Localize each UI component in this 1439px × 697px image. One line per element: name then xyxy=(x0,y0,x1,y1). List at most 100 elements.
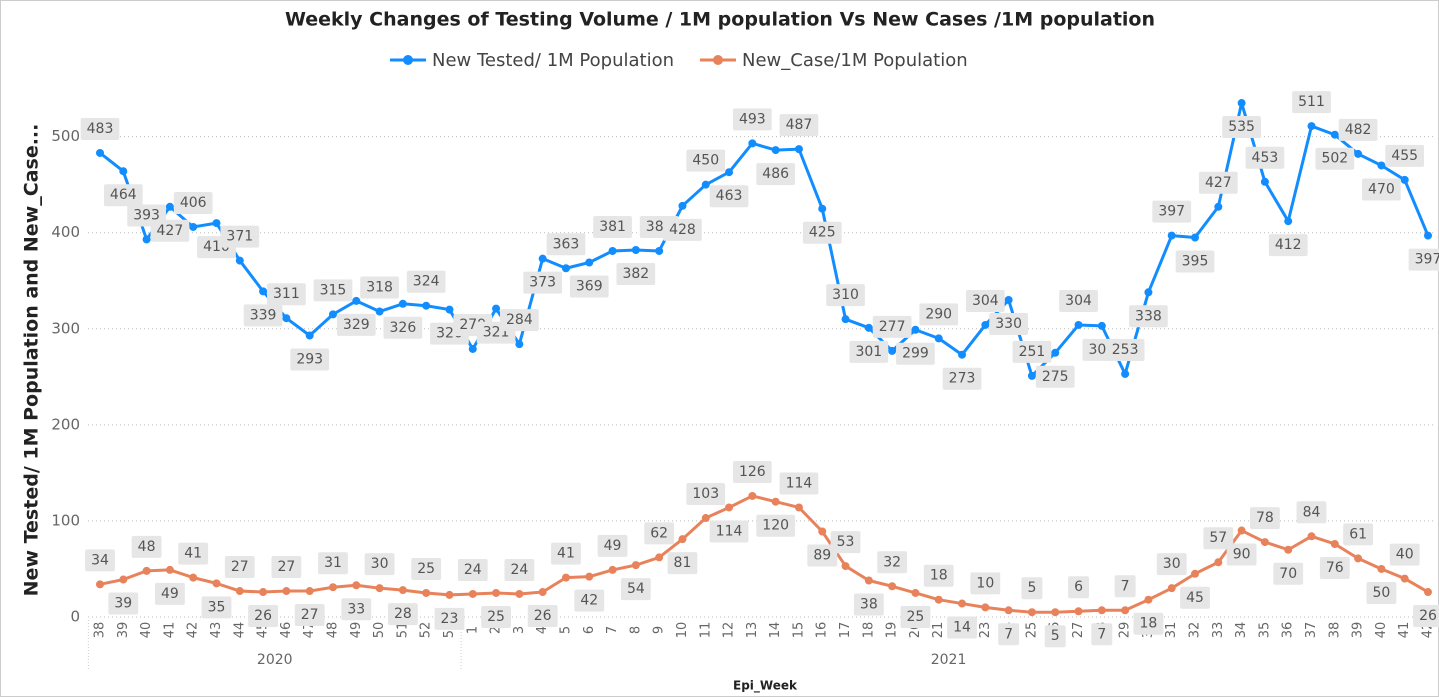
data-point xyxy=(492,304,501,313)
data-label-text: 5 xyxy=(1051,628,1060,644)
data-label: 304 xyxy=(965,289,1005,312)
data-label-text: 50 xyxy=(1372,585,1390,601)
data-point xyxy=(934,595,943,604)
data-label-bg xyxy=(1296,501,1327,524)
data-label: 293 xyxy=(290,348,330,371)
x-tick-label: 27 xyxy=(1071,622,1086,639)
data-point xyxy=(771,146,780,155)
data-label: 371 xyxy=(220,225,260,248)
data-label-bg xyxy=(644,522,675,545)
data-label-bg xyxy=(80,117,120,140)
data-point xyxy=(1051,348,1060,357)
data-point xyxy=(1424,231,1432,240)
data-label-bg xyxy=(872,315,912,338)
data-label-bg xyxy=(271,556,302,579)
data-label: 90 xyxy=(1226,543,1257,566)
data-point xyxy=(1260,538,1269,547)
data-label-text: 7 xyxy=(1121,578,1130,594)
data-label: 35 xyxy=(201,596,232,619)
data-label: 32 xyxy=(877,551,908,574)
data-label-text: 427 xyxy=(1205,175,1232,191)
data-label: 482 xyxy=(1338,118,1378,141)
data-point xyxy=(1144,288,1153,297)
data-label-bg xyxy=(173,191,213,214)
data-label: 53 xyxy=(830,531,861,554)
data-point xyxy=(235,587,244,596)
data-label: 114 xyxy=(709,520,749,543)
data-label-bg xyxy=(900,605,931,628)
data-label: 25 xyxy=(481,605,511,628)
data-point xyxy=(538,588,547,597)
data-point xyxy=(1260,177,1269,186)
data-label-bg xyxy=(574,589,605,612)
data-label-bg xyxy=(103,184,143,207)
data-label-bg xyxy=(150,219,190,242)
data-point xyxy=(1330,130,1339,139)
data-point xyxy=(282,314,291,323)
data-point xyxy=(1237,526,1246,535)
data-label: 381 xyxy=(593,215,632,238)
x-tick-label: 6 xyxy=(582,626,597,634)
data-point xyxy=(165,202,174,211)
data-label: 315 xyxy=(313,279,353,302)
data-label: 48 xyxy=(131,535,162,558)
data-label: 42 xyxy=(574,589,605,612)
data-point xyxy=(212,579,221,588)
data-label-bg xyxy=(336,313,376,336)
data-point xyxy=(1121,369,1130,378)
data-label: 299 xyxy=(896,342,935,365)
data-label-text: 318 xyxy=(366,279,393,295)
data-point xyxy=(1191,569,1200,578)
data-label-text: 373 xyxy=(529,275,556,291)
data-label-bg xyxy=(131,535,162,558)
data-label-text: 371 xyxy=(226,229,253,245)
data-label: 363 xyxy=(546,233,586,256)
data-label-text: 275 xyxy=(1042,369,1069,385)
x-tick-label: 4 xyxy=(535,626,550,634)
x-tick-label: 8 xyxy=(628,626,643,634)
data-point xyxy=(515,589,524,598)
data-label-bg xyxy=(523,271,563,294)
data-label-text: 304 xyxy=(1065,293,1092,309)
series-line xyxy=(99,494,1429,614)
data-point xyxy=(468,344,477,353)
data-label: 33 xyxy=(341,598,372,621)
data-label-text: 395 xyxy=(1182,254,1209,270)
data-point xyxy=(1214,202,1223,211)
data-label-text: 114 xyxy=(786,475,813,491)
data-label-text: 5 xyxy=(1027,580,1036,596)
x-tick-label: 29 xyxy=(1118,622,1133,639)
data-label: 251 xyxy=(1012,340,1052,363)
data-label: 453 xyxy=(1245,146,1285,169)
data-label-bg xyxy=(1222,116,1261,139)
data-label: 326 xyxy=(383,316,423,339)
data-label-text: 7 xyxy=(1097,626,1106,642)
data-label-text: 114 xyxy=(716,523,743,539)
data-point xyxy=(282,587,291,596)
data-label: 78 xyxy=(1249,507,1280,530)
data-label-text: 48 xyxy=(138,539,156,555)
data-label-text: 425 xyxy=(809,225,836,241)
data-label-text: 253 xyxy=(1112,342,1139,358)
data-label-text: 18 xyxy=(930,568,948,584)
data-point xyxy=(1377,161,1386,170)
data-label-bg xyxy=(849,340,889,363)
data-label: 369 xyxy=(569,275,609,298)
data-label-bg xyxy=(546,233,586,256)
data-label-text: 455 xyxy=(1391,148,1418,164)
data-label-text: 310 xyxy=(832,287,859,303)
data-point xyxy=(1121,606,1130,615)
data-label: 397 xyxy=(1152,200,1192,223)
data-label: 406 xyxy=(173,191,213,214)
x-tick-label: 41 xyxy=(162,622,177,639)
data-point xyxy=(818,527,827,536)
data-label-text: 277 xyxy=(879,319,906,335)
data-label-bg xyxy=(663,218,702,241)
data-label-bg xyxy=(1226,543,1257,566)
x-tick-label: 10 xyxy=(675,622,690,639)
data-point xyxy=(96,580,104,589)
data-point xyxy=(445,590,454,599)
data-label: 330 xyxy=(989,312,1028,335)
data-label: 24 xyxy=(457,558,488,581)
